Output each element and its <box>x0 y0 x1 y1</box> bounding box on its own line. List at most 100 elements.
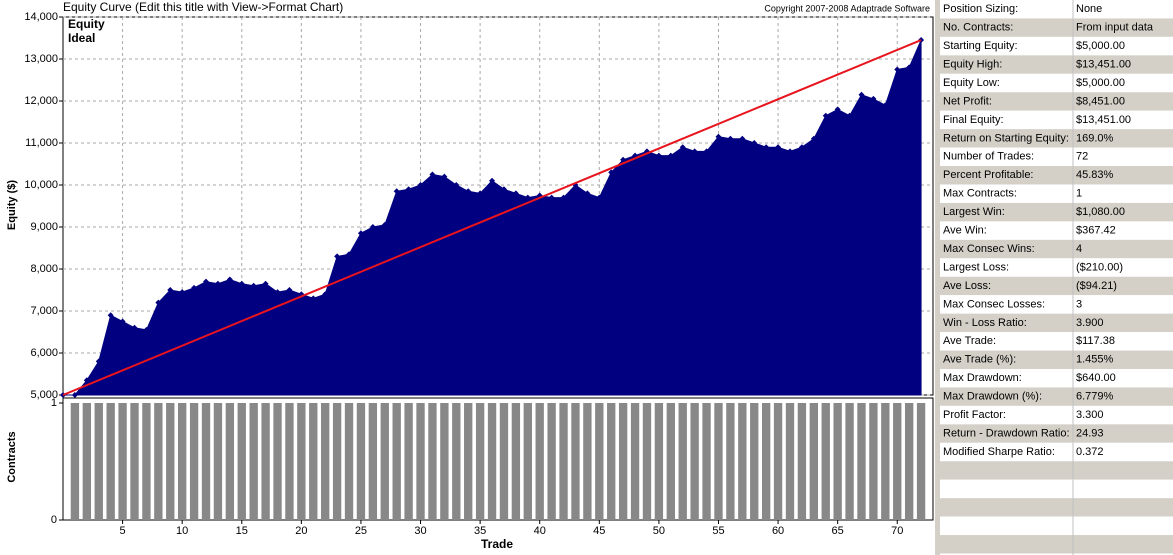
equity-point <box>584 190 591 197</box>
equity-point <box>274 289 281 296</box>
contract-bar <box>166 403 175 520</box>
contract-bar <box>702 403 711 520</box>
table-row <box>940 442 1173 462</box>
contract-bar <box>714 403 723 520</box>
x-tick-label: 30 <box>414 525 426 537</box>
contract-bar <box>309 403 318 520</box>
stat-label: Max Drawdown: <box>943 372 1022 384</box>
contract-bar <box>547 403 556 520</box>
table-row <box>940 202 1173 222</box>
contract-bar <box>225 403 235 520</box>
contract-bar <box>726 403 735 520</box>
contract-bar <box>297 403 306 520</box>
contract-bar <box>94 403 103 520</box>
contract-bar <box>440 403 449 520</box>
stat-label: Equity High: <box>943 58 1002 70</box>
contract-bar <box>654 403 664 520</box>
stat-value: $5,000.00 <box>1076 40 1125 52</box>
equity-point <box>346 251 353 258</box>
contract-bar <box>106 403 115 520</box>
contract-bar <box>678 403 687 520</box>
equity-point <box>203 278 210 285</box>
table-row <box>940 221 1173 240</box>
equity-point <box>393 188 400 195</box>
equity-point <box>596 194 603 201</box>
contract-bar <box>618 403 628 520</box>
table-row <box>940 553 1173 555</box>
contract-bar <box>404 403 413 520</box>
stat-value: 45.83% <box>1076 169 1114 181</box>
stat-value: 3.900 <box>1076 317 1104 329</box>
equity-point <box>870 95 877 102</box>
stat-label: Return - Drawdown Ratio: <box>943 427 1070 439</box>
table-row <box>940 479 1173 499</box>
equity-point <box>417 182 424 188</box>
table-row <box>940 535 1173 554</box>
y-tick-label: 0 <box>51 514 57 526</box>
contract-bar <box>332 403 342 520</box>
stat-label: Max Consec Losses: <box>943 298 1045 310</box>
stat-value: 1 <box>1076 188 1082 200</box>
contract-bar <box>511 403 521 520</box>
contract-bar <box>893 403 902 520</box>
stat-label: Return on Starting Equity: <box>943 132 1069 144</box>
stat-label: No. Contracts: <box>943 22 1013 34</box>
equity-point <box>95 358 102 365</box>
stat-value: $13,451.00 <box>1076 114 1131 126</box>
table-row <box>940 313 1173 333</box>
equity-point <box>238 280 245 287</box>
contract-bar <box>583 403 592 520</box>
contract-bar <box>809 403 818 520</box>
table-row <box>940 147 1173 167</box>
equity-point <box>608 169 615 176</box>
stat-value: None <box>1076 3 1102 15</box>
table-row <box>940 18 1173 37</box>
y-tick-label: 5,000 <box>30 389 58 401</box>
contract-bar <box>487 403 497 520</box>
x-tick-label: 20 <box>295 525 307 537</box>
contract-bar <box>595 403 604 520</box>
contract-bar <box>452 403 461 520</box>
equity-point <box>453 182 460 188</box>
equity-point <box>477 190 484 197</box>
equity-point <box>167 287 174 293</box>
equity-point <box>775 144 782 151</box>
contract-bar <box>368 403 378 520</box>
contract-bar <box>285 403 294 520</box>
table-row <box>940 461 1173 480</box>
stat-label: Net Profit: <box>943 95 992 107</box>
table-row <box>940 110 1173 130</box>
equity-point <box>739 135 746 142</box>
contract-bar <box>380 403 389 520</box>
y-tick-label: 8,000 <box>30 263 58 275</box>
contract-bar <box>904 403 914 520</box>
contract-bar <box>130 403 139 520</box>
contract-bar <box>630 403 640 520</box>
stat-value: 1.455% <box>1076 354 1114 366</box>
contract-bar <box>261 403 270 520</box>
contract-bar <box>845 403 854 520</box>
equity-point <box>810 135 817 142</box>
splitter <box>935 0 940 555</box>
stat-label: Final Equity: <box>943 114 1004 126</box>
equity-point <box>155 299 162 306</box>
stat-label: Ave Trade (%): <box>943 354 1016 366</box>
contract-bar <box>154 403 163 520</box>
table-row <box>940 92 1173 111</box>
y-tick-label: 10,000 <box>24 179 58 191</box>
y-tick-label: 12,000 <box>24 95 58 107</box>
contract-bar <box>773 403 783 520</box>
stat-value: 4 <box>1076 243 1082 255</box>
contract-bar <box>475 403 485 520</box>
y-tick-label: 14,000 <box>24 11 58 23</box>
table-row <box>940 36 1173 56</box>
y-tick-label: 11,000 <box>25 137 58 149</box>
stat-value: $8,451.00 <box>1076 95 1125 107</box>
stat-label: Max Consec Wins: <box>943 243 1035 255</box>
equity-point <box>763 144 770 151</box>
y-tick-label: 9,000 <box>30 221 58 233</box>
equity-point <box>71 392 78 398</box>
equity-point <box>667 152 674 159</box>
equity-point <box>798 144 805 151</box>
